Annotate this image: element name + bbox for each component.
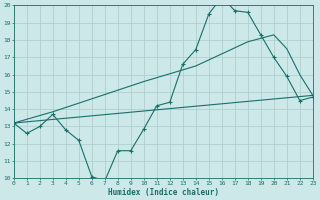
X-axis label: Humidex (Indice chaleur): Humidex (Indice chaleur) bbox=[108, 188, 219, 197]
